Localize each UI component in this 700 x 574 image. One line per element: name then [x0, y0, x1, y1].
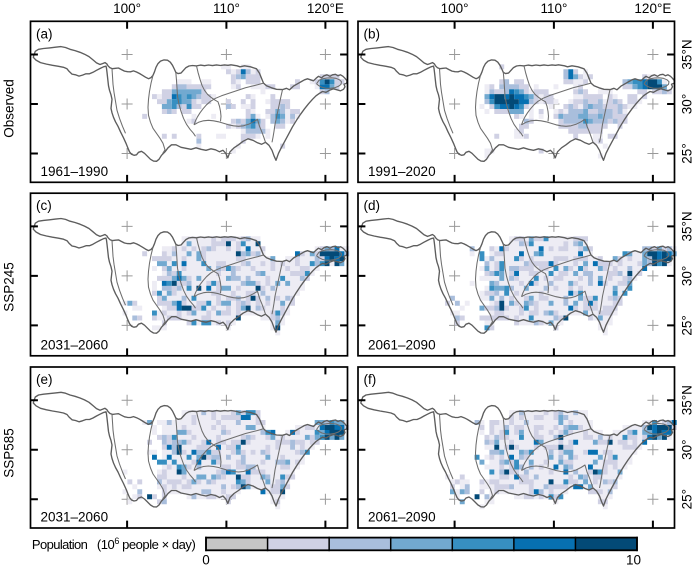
svg-text:25°: 25° [680, 489, 695, 509]
svg-text:Population: Population [32, 537, 88, 552]
svg-text:(d): (d) [364, 198, 381, 213]
svg-text:0: 0 [202, 553, 210, 568]
svg-text:110°: 110° [213, 1, 240, 16]
svg-text:120°E: 120°E [634, 1, 671, 16]
svg-text:25°: 25° [680, 315, 695, 335]
svg-text:Observed: Observed [2, 79, 17, 138]
svg-text:(a): (a) [36, 26, 53, 41]
svg-text:35°N: 35°N [680, 385, 695, 415]
svg-text:10: 10 [626, 553, 641, 568]
svg-text:100°: 100° [441, 1, 469, 16]
svg-text:(e): (e) [36, 372, 53, 387]
svg-text:2061–2090: 2061–2090 [368, 510, 436, 525]
svg-text:30°: 30° [680, 94, 695, 114]
svg-text:(f): (f) [364, 372, 377, 387]
svg-text:35°N: 35°N [680, 39, 695, 69]
svg-text:(c): (c) [36, 198, 52, 213]
svg-text:30°: 30° [680, 266, 695, 286]
svg-text:35°N: 35°N [680, 211, 695, 241]
svg-text:1991–2020: 1991–2020 [368, 164, 436, 179]
svg-text:110°: 110° [540, 1, 567, 16]
svg-text:2061–2090: 2061–2090 [368, 337, 436, 352]
svg-text:(b): (b) [364, 26, 381, 41]
svg-text:1961–1990: 1961–1990 [41, 164, 109, 179]
svg-text:2031–2060: 2031–2060 [41, 510, 109, 525]
svg-text:25°: 25° [680, 143, 695, 163]
svg-text:SSP585: SSP585 [2, 428, 17, 478]
svg-text:120°E: 120°E [307, 1, 344, 16]
svg-text:100°: 100° [113, 1, 141, 16]
svg-text:(106 people × day): (106 people × day) [97, 536, 196, 552]
svg-text:2031–2060: 2031–2060 [41, 337, 109, 352]
svg-text:30°: 30° [680, 439, 695, 459]
svg-text:SSP245: SSP245 [2, 262, 17, 312]
